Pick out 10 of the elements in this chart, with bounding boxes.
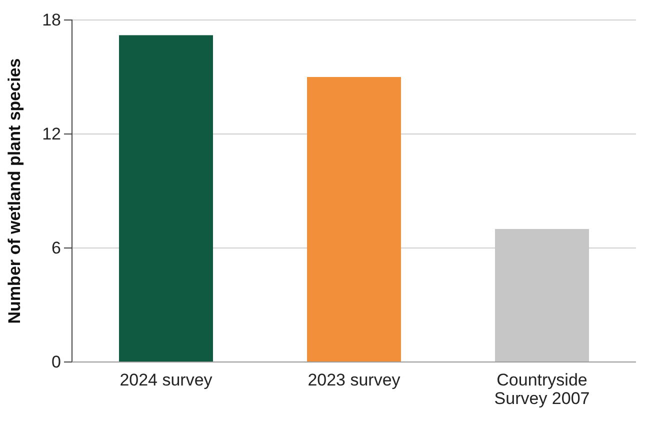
y-tick-label: 18 (42, 10, 61, 30)
bar (307, 77, 401, 362)
y-tick-label: 0 (52, 352, 61, 372)
x-tick-label: 2023 survey (308, 370, 401, 390)
y-axis-title: Number of wetland plant species (5, 58, 24, 324)
bar (119, 35, 213, 362)
x-tick-label: 2024 survey (120, 370, 213, 390)
y-tick-label: 12 (42, 124, 61, 144)
y-tick-label: 6 (52, 238, 61, 258)
x-tick-label: Countryside Survey 2007 (494, 370, 590, 408)
